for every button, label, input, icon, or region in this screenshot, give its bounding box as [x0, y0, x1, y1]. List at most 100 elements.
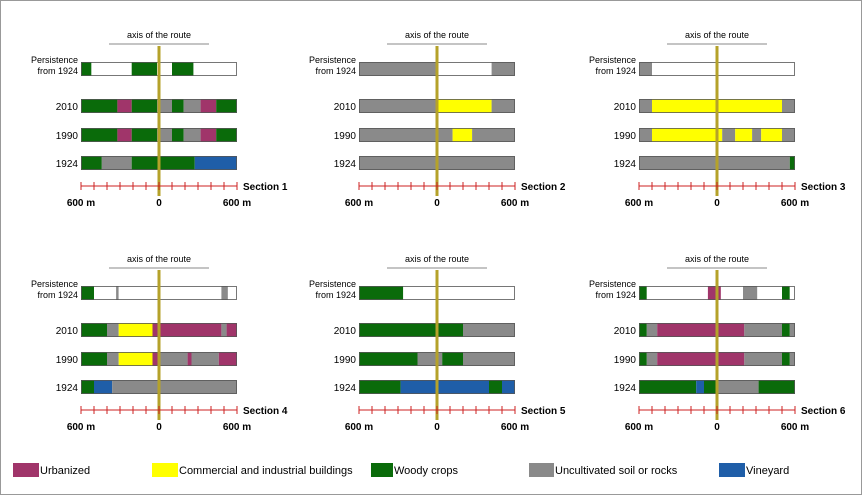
legend-item-woody: Woody crops	[371, 463, 458, 477]
segment-woody	[81, 62, 92, 76]
legend-item-commercial: Commercial and industrial buildings	[152, 463, 353, 477]
segment-uncultivated	[221, 323, 227, 337]
segment-empty	[789, 286, 795, 300]
segment-uncultivated	[717, 380, 759, 394]
segment-uncultivated	[183, 128, 201, 142]
segment-woody	[489, 380, 502, 394]
segment-uncultivated	[112, 380, 237, 394]
segment-woody	[81, 286, 94, 300]
segment-commercial	[761, 128, 782, 142]
legend-swatch-uncultivated	[529, 463, 554, 477]
row-label-1990: 1990	[614, 355, 637, 366]
segment-woody	[216, 128, 237, 142]
segment-empty	[94, 286, 117, 300]
segment-uncultivated	[646, 323, 658, 337]
bar-row-1990	[359, 352, 515, 366]
scale-label-center: 0	[434, 198, 440, 209]
row-label-1990: 1990	[56, 131, 79, 142]
legend-label-commercial: Commercial and industrial buildings	[179, 465, 353, 477]
row-label-1990: 1990	[334, 131, 357, 142]
legend-label-urbanized: Urbanized	[40, 465, 90, 477]
segment-woody	[81, 156, 102, 170]
segment-uncultivated	[191, 352, 219, 366]
scale-label-center: 0	[714, 198, 720, 209]
segment-empty	[403, 286, 515, 300]
segment-uncultivated	[722, 128, 736, 142]
segment-urbanized	[117, 99, 132, 113]
segment-woody	[81, 128, 118, 142]
row-label-1990: 1990	[614, 131, 637, 142]
segment-woody	[172, 128, 184, 142]
legend-swatch-urbanized	[13, 463, 39, 477]
segment-urbanized	[117, 128, 132, 142]
segment-uncultivated	[221, 286, 228, 300]
segment-uncultivated	[491, 99, 515, 113]
row-label-2010: 2010	[334, 326, 357, 337]
bar-row-persistence	[81, 62, 237, 76]
scale-label-right: 600 m	[501, 422, 529, 433]
segment-uncultivated	[782, 128, 795, 142]
segment-woody	[639, 286, 647, 300]
row-label-2010: 2010	[56, 102, 79, 113]
segment-vineyard	[696, 380, 704, 394]
row-label-1924: 1924	[334, 159, 357, 170]
segment-uncultivated	[463, 352, 515, 366]
row-label-1924: 1924	[334, 383, 357, 394]
scale-label-right: 600 m	[501, 198, 529, 209]
row-label-2010: 2010	[334, 102, 357, 113]
segment-empty	[91, 62, 132, 76]
segment-urbanized	[200, 128, 217, 142]
segment-woody	[639, 323, 647, 337]
scale-label-left: 600 m	[625, 422, 653, 433]
segment-woody	[131, 62, 158, 76]
segment-urbanized	[218, 352, 237, 366]
segment-uncultivated	[744, 323, 782, 337]
segment-empty	[118, 286, 222, 300]
segment-uncultivated	[101, 156, 132, 170]
axis-of-route-label: axis of the route	[405, 30, 469, 40]
row-label-persistence-line1: Persistence	[31, 279, 78, 289]
segment-vineyard	[502, 380, 515, 394]
scale-label-center: 0	[434, 422, 440, 433]
row-label-persistence-line1: Persistence	[589, 279, 636, 289]
segment-commercial	[735, 128, 753, 142]
segment-empty	[435, 62, 492, 76]
segment-empty	[652, 62, 795, 76]
scale-label-right: 600 m	[781, 198, 809, 209]
segment-uncultivated	[183, 99, 201, 113]
segment-uncultivated	[359, 99, 437, 113]
route-axis-line	[435, 46, 439, 196]
segment-woody	[172, 99, 184, 113]
segment-woody	[81, 323, 107, 337]
section-title: Section 3	[801, 182, 846, 193]
scale-label-left: 600 m	[67, 198, 95, 209]
legend-swatch-woody	[371, 463, 393, 477]
row-label-2010: 2010	[56, 326, 79, 337]
segment-urbanized	[152, 352, 159, 366]
row-label-1924: 1924	[614, 159, 637, 170]
route-axis-line	[157, 270, 161, 420]
segment-uncultivated	[159, 352, 188, 366]
segment-uncultivated	[782, 99, 795, 113]
segment-woody	[359, 352, 418, 366]
axis-of-route-label: axis of the route	[127, 30, 191, 40]
scale-label-left: 600 m	[67, 422, 95, 433]
segment-urbanized	[707, 286, 721, 300]
axis-of-route-label: axis of the route	[127, 254, 191, 264]
segment-woody	[172, 62, 194, 76]
row-label-2010: 2010	[614, 326, 637, 337]
bar-row-2010	[639, 323, 795, 337]
segment-woody	[442, 352, 463, 366]
segment-commercial	[437, 99, 492, 113]
scale-label-right: 600 m	[223, 422, 251, 433]
bar-row-1990	[359, 128, 515, 142]
segment-uncultivated	[743, 286, 758, 300]
segment-woody	[359, 380, 401, 394]
segment-urbanized	[152, 323, 222, 337]
segment-uncultivated	[107, 323, 119, 337]
segment-empty	[157, 62, 172, 76]
row-label-persistence-line2: from 1924	[315, 290, 356, 300]
